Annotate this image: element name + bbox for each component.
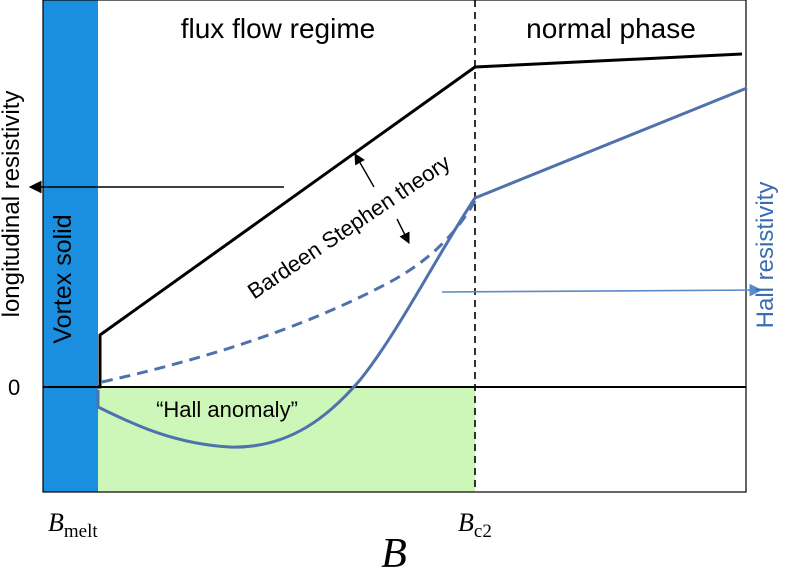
bardeen-stephen-up-arrow [354, 153, 375, 188]
bardeen-stephen-down-arrow [396, 218, 410, 245]
zero-tick-label: 0 [8, 375, 20, 400]
longitudinal-resistivity-label: longitudinal resistivity [0, 91, 25, 318]
hall-axis-arrow [441, 283, 763, 297]
flux-flow-regime-label: flux flow regime [181, 13, 376, 44]
normal-phase-label: normal phase [526, 13, 696, 44]
longitudinal-resistivity-curve [98, 52, 743, 389]
vortex-solid-band [43, 0, 98, 492]
hall-anomaly-label: “Hall anomaly” [156, 397, 298, 422]
b-axis-label: B [381, 531, 407, 570]
hall-resistivity-curve [96, 86, 748, 449]
b-melt-label: Bmelt [48, 508, 98, 542]
b-c2-main: B [458, 508, 474, 537]
b-melt-subscript: melt [64, 521, 98, 542]
b-c2-label: Bc2 [458, 508, 492, 542]
hall-resistivity-label: Hall resistivity [752, 182, 779, 329]
bardeen-stephen-curve [101, 200, 477, 384]
vortex-solid-label: Vortex solid [49, 214, 77, 343]
plot-frame [42, 0, 747, 493]
hall-anomaly-region [98, 387, 475, 492]
b-c2-subscript: c2 [474, 521, 492, 542]
b-melt-main: B [48, 508, 64, 537]
